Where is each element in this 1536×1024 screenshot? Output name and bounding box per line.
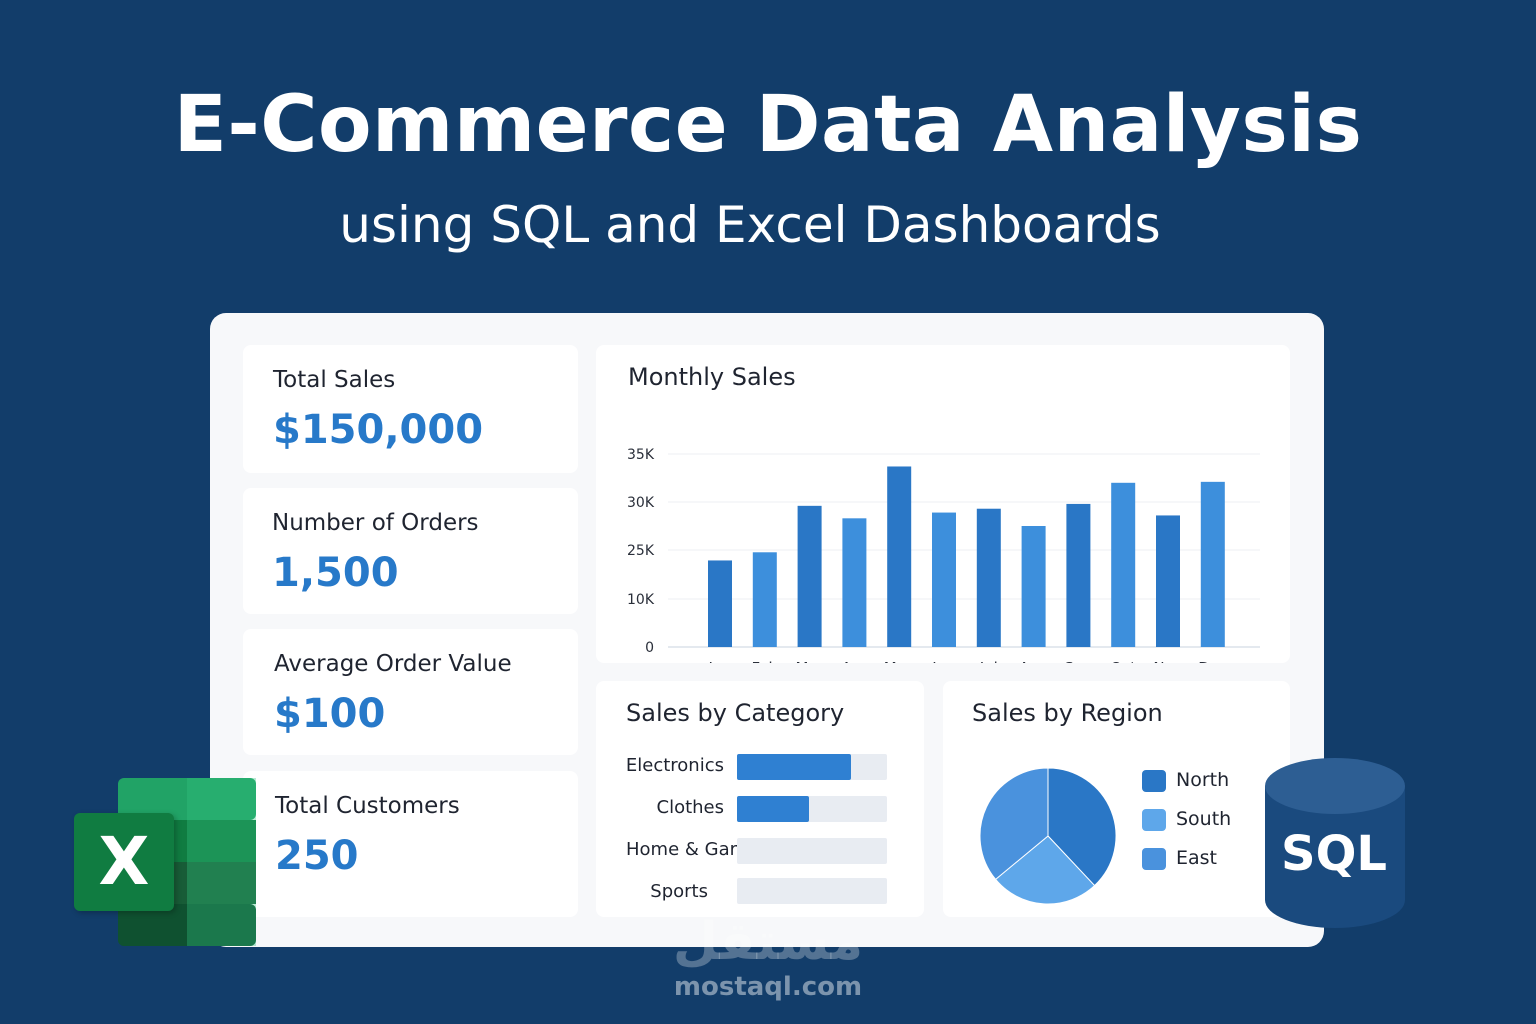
kpi-value: 1,500 bbox=[272, 550, 399, 596]
excel-sheet-right bbox=[187, 778, 256, 946]
x-tick-label: May bbox=[884, 659, 915, 663]
monthly-sales-chart: 0 10K 25K 30K 35K Jan Feb Mar Apr May Jun Jul Aug Sep… bbox=[627, 447, 1260, 663]
category-bar-electronics bbox=[737, 754, 851, 780]
bar-jun bbox=[932, 512, 956, 647]
y-tick-label: 10K bbox=[627, 592, 655, 608]
x-tick-label: Nov bbox=[1153, 659, 1182, 663]
y-tick-label: 0 bbox=[645, 640, 654, 656]
x-tick-label: Dec bbox=[1198, 659, 1227, 663]
kpi-value: $150,000 bbox=[273, 407, 484, 453]
bar-sep bbox=[1066, 503, 1091, 647]
bar-oct bbox=[1111, 482, 1136, 647]
dashboard-panel: Total Sales $150,000 Number of Orders 1,… bbox=[210, 313, 1324, 947]
category-label-sports: Sports bbox=[650, 881, 708, 902]
bar-mar bbox=[797, 505, 822, 647]
region-pie-chart bbox=[979, 767, 1117, 905]
kpi-label: Total Customers bbox=[275, 793, 460, 819]
kpi-card-total-customers: Total Customers 250 bbox=[243, 771, 578, 917]
pie-slice-south bbox=[994, 835, 1096, 905]
bar-aug bbox=[1021, 526, 1046, 647]
legend-swatch-south bbox=[1142, 809, 1166, 831]
legend-label-south: South bbox=[1176, 808, 1232, 830]
sql-cylinder-body bbox=[1265, 786, 1405, 928]
page-title: E-Commerce Data Analysis bbox=[173, 80, 1363, 170]
x-tick-label: Aug bbox=[1019, 659, 1048, 663]
x-tick-label: Sep bbox=[1064, 659, 1092, 663]
x-tick-label: Feb bbox=[752, 659, 779, 663]
pie-slice-east bbox=[979, 767, 1049, 881]
bar-feb bbox=[752, 552, 777, 647]
pie-slice-north bbox=[1047, 767, 1117, 887]
kpi-card-total-sales: Total Sales $150,000 bbox=[243, 345, 578, 473]
excel-x-badge: X bbox=[74, 813, 174, 911]
excel-sheet-top bbox=[118, 778, 256, 820]
sql-label: SQL bbox=[1281, 826, 1387, 882]
bar-dec bbox=[1200, 481, 1225, 647]
category-bar-track-clothes bbox=[737, 796, 887, 822]
category-label-clothes: Clothes bbox=[656, 797, 725, 818]
bar-may bbox=[887, 466, 912, 647]
x-tick-label: Oct bbox=[1110, 659, 1136, 663]
page-subtitle: using SQL and Excel Dashboards bbox=[339, 196, 1161, 254]
x-tick-label: Apr bbox=[841, 659, 868, 663]
legend-label-north: North bbox=[1176, 769, 1230, 791]
category-label-electronics: Electronics bbox=[625, 755, 724, 776]
x-tick-label: Jun bbox=[931, 659, 955, 663]
sales-by-region-title: Sales by Region bbox=[972, 699, 1163, 727]
excel-sheet-bottom bbox=[118, 904, 256, 946]
monthly-sales-title: Monthly Sales bbox=[628, 363, 796, 391]
legend-swatch-east bbox=[1142, 848, 1166, 870]
kpi-card-number-of-orders: Number of Orders 1,500 bbox=[243, 488, 578, 614]
kpi-card-average-order-value: Average Order Value $100 bbox=[243, 629, 578, 755]
sql-cylinder-top bbox=[1265, 758, 1405, 814]
x-tick-label: Mar bbox=[795, 659, 824, 663]
bar-jan bbox=[708, 560, 732, 647]
y-tick-label: 30K bbox=[627, 495, 655, 511]
kpi-label: Number of Orders bbox=[272, 510, 479, 536]
legend-label-east: East bbox=[1176, 847, 1217, 869]
watermark-logo: مستقل bbox=[672, 912, 864, 972]
sales-by-region-card: Sales by Region North South East bbox=[943, 681, 1290, 917]
x-tick-label: Jul bbox=[979, 659, 998, 663]
category-bar-track-electronics bbox=[737, 754, 887, 780]
sql-database-icon bbox=[1265, 758, 1405, 928]
kpi-label: Average Order Value bbox=[274, 651, 512, 677]
bar-jul bbox=[976, 508, 1001, 647]
sales-by-category-title: Sales by Category bbox=[626, 699, 845, 727]
x-tick-label: Jan bbox=[707, 659, 731, 663]
kpi-value: $100 bbox=[274, 691, 386, 737]
y-tick-label: 25K bbox=[627, 543, 655, 559]
category-label-home-garden: Home & Garden bbox=[626, 839, 771, 860]
category-bar-track-home-garden bbox=[737, 838, 887, 864]
legend-swatch-north bbox=[1142, 770, 1166, 792]
bar-nov bbox=[1156, 515, 1180, 647]
kpi-label: Total Sales bbox=[273, 367, 396, 393]
category-bar-track-sports bbox=[737, 878, 887, 904]
category-bar-clothes bbox=[737, 796, 809, 822]
kpi-value: 250 bbox=[275, 833, 359, 879]
y-tick-label: 35K bbox=[627, 447, 655, 463]
monthly-sales-card: Monthly Sales 0 10K 25K 30K 35K Jan Feb Mar Apr M… bbox=[596, 345, 1290, 663]
watermark-url: mostaql.com bbox=[673, 972, 863, 1002]
sales-by-category-card: Sales by Category Electronics Clothes Ho… bbox=[596, 681, 924, 917]
bar-apr bbox=[842, 518, 867, 647]
